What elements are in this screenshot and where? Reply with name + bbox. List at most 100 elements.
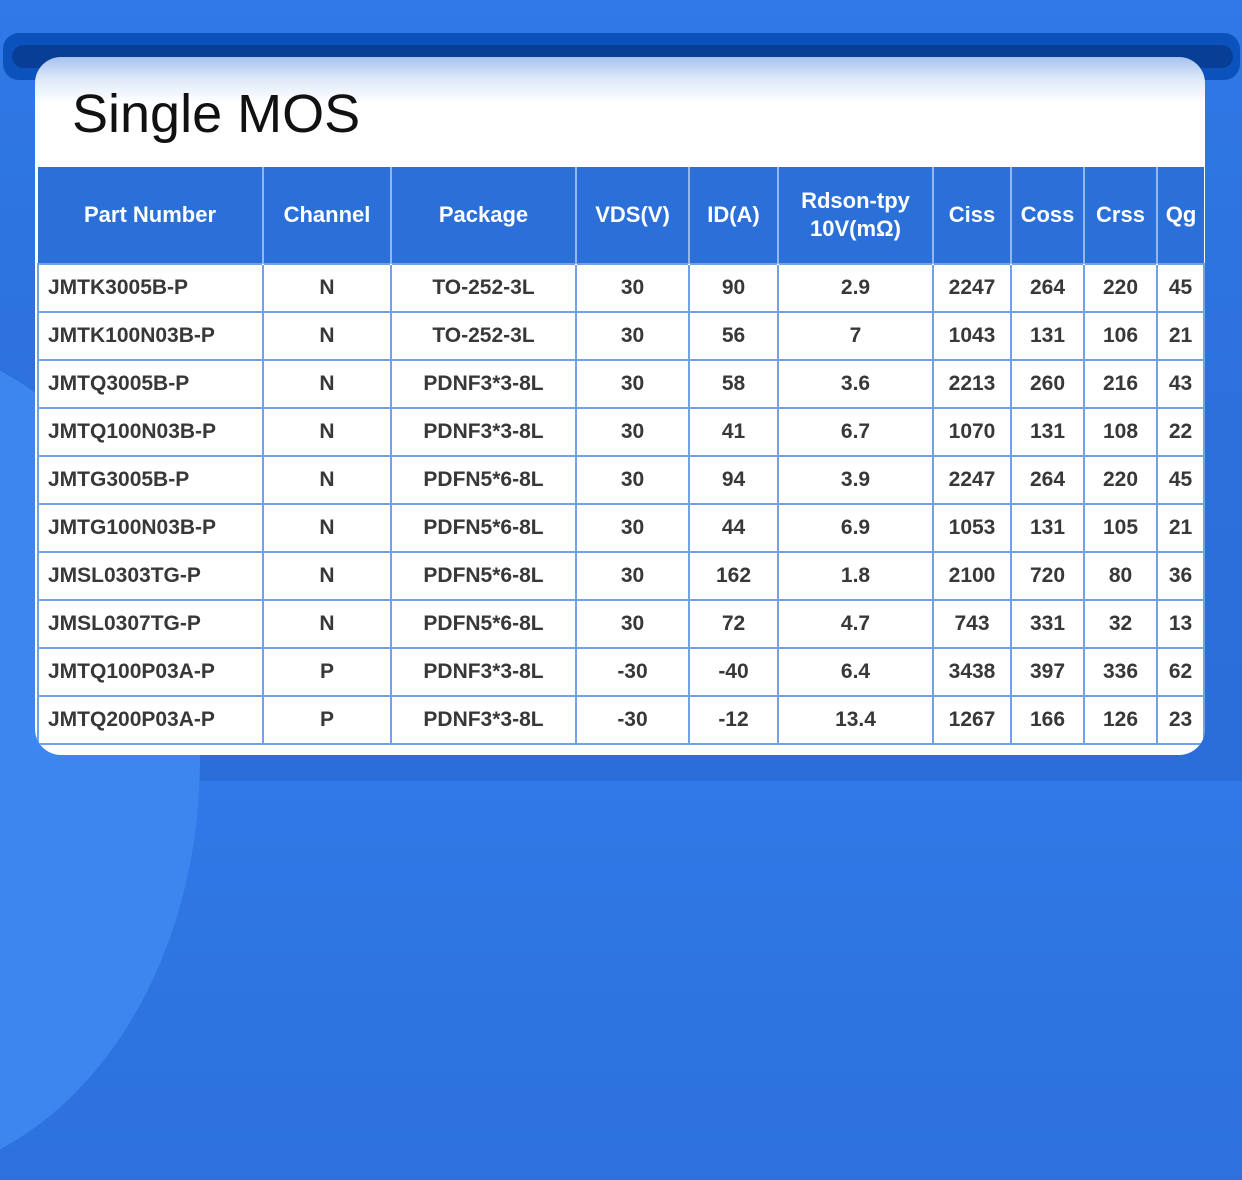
value-cell: 2247 bbox=[932, 263, 1012, 313]
value-cell: 216 bbox=[1083, 359, 1158, 409]
value-cell: 6.4 bbox=[777, 647, 934, 697]
value-cell: 166 bbox=[1010, 695, 1085, 745]
value-cell: 72 bbox=[688, 599, 779, 649]
value-cell: TO-252-3L bbox=[390, 311, 577, 361]
value-cell: N bbox=[262, 263, 392, 313]
value-cell: PDFN5*6-8L bbox=[390, 455, 577, 505]
value-cell: PDFN5*6-8L bbox=[390, 551, 577, 601]
value-cell: 2.9 bbox=[777, 263, 934, 313]
value-cell: 397 bbox=[1010, 647, 1085, 697]
column-header: Qg bbox=[1157, 167, 1204, 264]
value-cell: 94 bbox=[688, 455, 779, 505]
value-cell: 30 bbox=[575, 599, 690, 649]
value-cell: -40 bbox=[688, 647, 779, 697]
value-cell: 6.7 bbox=[777, 407, 934, 457]
value-cell: 30 bbox=[575, 263, 690, 313]
part-number-cell: JMTG3005B-P bbox=[37, 455, 264, 505]
part-number-cell: JMTK100N03B-P bbox=[37, 311, 264, 361]
column-header: Channel bbox=[263, 167, 392, 264]
value-cell: 220 bbox=[1083, 455, 1158, 505]
value-cell: 260 bbox=[1010, 359, 1085, 409]
column-header: Ciss bbox=[933, 167, 1012, 264]
value-cell: 3.9 bbox=[777, 455, 934, 505]
value-cell: TO-252-3L bbox=[390, 263, 577, 313]
table-row: JMSL0307TG-P N PDFN5*6-8L 30 72 4.7 743 331 32 13 bbox=[37, 599, 1205, 649]
value-cell: 22 bbox=[1156, 407, 1205, 457]
value-cell: 62 bbox=[1156, 647, 1205, 697]
value-cell: 41 bbox=[688, 407, 779, 457]
value-cell: 56 bbox=[688, 311, 779, 361]
value-cell: P bbox=[262, 695, 392, 745]
part-number-cell: JMSL0307TG-P bbox=[37, 599, 264, 649]
part-number-cell: JMTK3005B-P bbox=[37, 263, 264, 313]
value-cell: 43 bbox=[1156, 359, 1205, 409]
value-cell: N bbox=[262, 359, 392, 409]
value-cell: 44 bbox=[688, 503, 779, 553]
value-cell: PDFN5*6-8L bbox=[390, 599, 577, 649]
column-header: Package bbox=[391, 167, 577, 264]
value-cell: P bbox=[262, 647, 392, 697]
value-cell: -12 bbox=[688, 695, 779, 745]
value-cell: 90 bbox=[688, 263, 779, 313]
value-cell: 2100 bbox=[932, 551, 1012, 601]
value-cell: N bbox=[262, 551, 392, 601]
column-header: Part Number bbox=[38, 167, 264, 264]
value-cell: 36 bbox=[1156, 551, 1205, 601]
value-cell: 720 bbox=[1010, 551, 1085, 601]
value-cell: 131 bbox=[1010, 311, 1085, 361]
value-cell: 6.9 bbox=[777, 503, 934, 553]
table-row: JMTK3005B-P N TO-252-3L 30 90 2.9 2247 264 220 45 bbox=[37, 263, 1205, 313]
value-cell: 131 bbox=[1010, 503, 1085, 553]
column-header: Coss bbox=[1011, 167, 1085, 264]
value-cell: 30 bbox=[575, 311, 690, 361]
value-cell: 105 bbox=[1083, 503, 1158, 553]
value-cell: 4.7 bbox=[777, 599, 934, 649]
value-cell: 3.6 bbox=[777, 359, 934, 409]
value-cell: N bbox=[262, 599, 392, 649]
column-header: Crss bbox=[1084, 167, 1158, 264]
value-cell: PDNF3*3-8L bbox=[390, 359, 577, 409]
part-number-cell: JMTQ100N03B-P bbox=[37, 407, 264, 457]
value-cell: 21 bbox=[1156, 311, 1205, 361]
content-card: Single MOS Part Number Channel Package VDS(… bbox=[35, 57, 1205, 755]
value-cell: 30 bbox=[575, 359, 690, 409]
column-header: ID(A) bbox=[689, 167, 779, 264]
value-cell: 30 bbox=[575, 455, 690, 505]
part-number-cell: JMTQ3005B-P bbox=[37, 359, 264, 409]
value-cell: 162 bbox=[688, 551, 779, 601]
value-cell: PDNF3*3-8L bbox=[390, 647, 577, 697]
value-cell: -30 bbox=[575, 647, 690, 697]
part-number-cell: JMSL0303TG-P bbox=[37, 551, 264, 601]
value-cell: 1053 bbox=[932, 503, 1012, 553]
value-cell: 106 bbox=[1083, 311, 1158, 361]
part-number-cell: JMTQ100P03A-P bbox=[37, 647, 264, 697]
value-cell: 1043 bbox=[932, 311, 1012, 361]
table-row: JMTQ200P03A-P P PDNF3*3-8L -30 -12 13.4 1267 16… bbox=[37, 695, 1205, 745]
table-header: Part Number Channel Package VDS(V) ID(A) Rdso… bbox=[38, 167, 1204, 264]
part-number-cell: JMTQ200P03A-P bbox=[37, 695, 264, 745]
value-cell: 131 bbox=[1010, 407, 1085, 457]
value-cell: 331 bbox=[1010, 599, 1085, 649]
table-body: JMTK3005B-P N TO-252-3L 30 90 2.9 2247 264 220 45… bbox=[37, 263, 1205, 745]
value-cell: 1070 bbox=[932, 407, 1012, 457]
column-header: Rdson-tpy 10V(mΩ) bbox=[778, 167, 934, 264]
value-cell: 13 bbox=[1156, 599, 1205, 649]
value-cell: 30 bbox=[575, 503, 690, 553]
table-row: JMSL0303TG-P N PDFN5*6-8L 30 162 1.8 2100 720 80… bbox=[37, 551, 1205, 601]
table-row: JMTG3005B-P N PDFN5*6-8L 30 94 3.9 2247 264 220 4… bbox=[37, 455, 1205, 505]
value-cell: N bbox=[262, 311, 392, 361]
value-cell: 21 bbox=[1156, 503, 1205, 553]
value-cell: 264 bbox=[1010, 263, 1085, 313]
value-cell: -30 bbox=[575, 695, 690, 745]
value-cell: 30 bbox=[575, 551, 690, 601]
column-header: VDS(V) bbox=[576, 167, 690, 264]
value-cell: 80 bbox=[1083, 551, 1158, 601]
table-header-row: Part Number Channel Package VDS(V) ID(A) Rdso… bbox=[38, 167, 1204, 264]
mosfet-spec-table: Part Number Channel Package VDS(V) ID(A) Rdso… bbox=[37, 167, 1205, 745]
value-cell: 1267 bbox=[932, 695, 1012, 745]
table-row: JMTQ100N03B-P N PDNF3*3-8L 30 41 6.7 1070 131 10… bbox=[37, 407, 1205, 457]
table-row: JMTG100N03B-P N PDFN5*6-8L 30 44 6.9 1053 131 10… bbox=[37, 503, 1205, 553]
value-cell: PDFN5*6-8L bbox=[390, 503, 577, 553]
value-cell: 45 bbox=[1156, 455, 1205, 505]
